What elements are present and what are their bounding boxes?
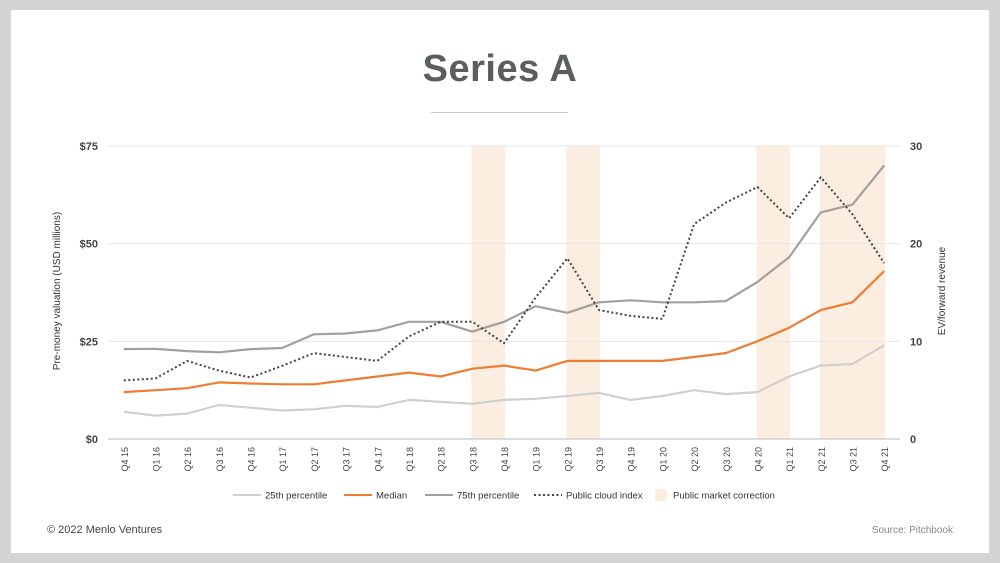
x-tick-label: Q1 18 — [405, 447, 415, 472]
x-tick-label: Q1 17 — [278, 447, 288, 472]
series-lines — [123, 164, 886, 417]
left-tick-label: $75 — [80, 141, 98, 153]
x-tick-label: Q1 19 — [532, 447, 542, 472]
legend: 25th percentile Median 75th percentile Publ… — [233, 489, 775, 502]
gridlines — [108, 145, 900, 440]
legend-swatch-correction — [655, 489, 667, 501]
right-tick-label: 30 — [910, 141, 922, 153]
legend-label: Median — [376, 491, 407, 502]
source-text: Source: Pitchbook — [871, 525, 953, 536]
x-tick-label: Q2 21 — [817, 447, 827, 472]
right-tick-label: 0 — [910, 434, 916, 446]
page-title: Series A — [422, 48, 578, 90]
legend-label: 25th percentile — [265, 491, 327, 502]
x-tick-label: Q4 20 — [753, 447, 763, 472]
series-line-public-cloud-index — [123, 176, 886, 382]
left-axis-ticks: $0 $25 $50 $75 — [80, 141, 98, 446]
x-tick-label: Q4 16 — [247, 447, 257, 472]
x-tick-label: Q3 19 — [595, 447, 605, 472]
series-line-25th-percentile — [123, 344, 885, 417]
x-tick-label: Q4 17 — [373, 447, 383, 472]
x-tick-label: Q2 17 — [310, 447, 320, 472]
legend-label: 75th percentile — [457, 491, 519, 502]
series-line-75th-percentile — [123, 164, 886, 354]
right-axis-title: EV/forward revenue — [937, 246, 948, 335]
title-divider — [431, 112, 568, 113]
x-tick-label: Q3 21 — [848, 447, 858, 472]
right-axis-ticks: 0 10 20 30 — [910, 141, 922, 446]
left-axis-title: Pre-money valuation (USD millions) — [52, 212, 63, 370]
right-tick-label: 10 — [910, 336, 922, 348]
x-tick-label: Q1 21 — [785, 447, 795, 472]
right-tick-label: 20 — [910, 239, 922, 251]
x-tick-label: Q1 20 — [658, 447, 668, 472]
x-tick-label: Q3 16 — [215, 447, 225, 472]
legend-label: Public market correction — [673, 491, 775, 502]
x-tick-label: Q2 16 — [183, 447, 193, 472]
correction-band-0 — [471, 146, 505, 439]
x-tick-label: Q2 19 — [563, 447, 573, 472]
x-tick-label: Q3 17 — [342, 447, 352, 472]
x-tick-label: Q3 18 — [468, 447, 478, 472]
x-axis-ticks: Q4 15 Q1 16 Q2 16 Q3 16 Q4 16 Q1 17 Q2 17 Q3 17… — [120, 447, 890, 472]
x-tick-label: Q4 19 — [627, 447, 637, 472]
series-line-median — [123, 270, 885, 394]
left-tick-label: $25 — [80, 336, 98, 348]
x-tick-label: Q4 21 — [880, 447, 890, 472]
x-tick-label: Q2 20 — [690, 447, 700, 472]
x-tick-label: Q2 18 — [437, 447, 447, 472]
correction-shading — [471, 146, 886, 439]
correction-band-3 — [819, 146, 886, 439]
x-tick-label: Q1 16 — [152, 447, 162, 472]
left-tick-label: $0 — [86, 434, 98, 446]
x-tick-label: Q3 20 — [722, 447, 732, 472]
x-tick-label: Q4 18 — [500, 447, 510, 472]
correction-band-1 — [566, 146, 601, 439]
copyright-text: © 2022 Menlo Ventures — [47, 524, 163, 536]
x-tick-label: Q4 15 — [120, 447, 130, 472]
legend-label: Public cloud index — [566, 491, 643, 502]
left-tick-label: $50 — [80, 239, 98, 251]
